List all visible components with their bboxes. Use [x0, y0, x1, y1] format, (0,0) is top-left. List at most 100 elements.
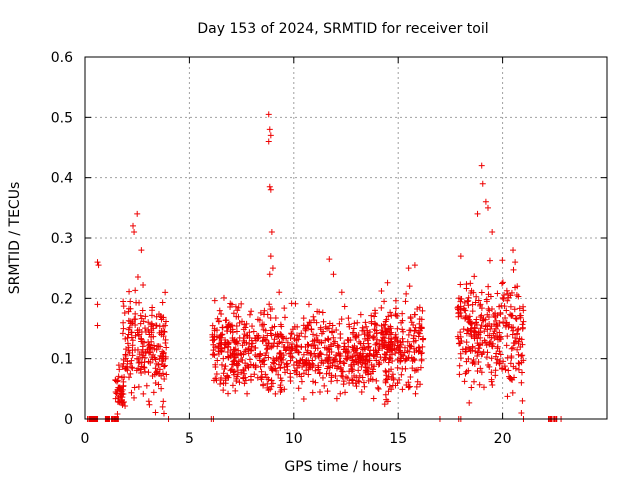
data-point: [155, 361, 162, 368]
data-point: [299, 364, 306, 371]
data-point: [281, 344, 288, 351]
data-point: [465, 294, 472, 301]
data-point: [272, 315, 279, 322]
data-point: [241, 380, 248, 387]
data-point: [155, 343, 162, 350]
data-point: [463, 339, 470, 346]
data-point: [138, 247, 145, 254]
data-point: [365, 343, 372, 350]
data-point: [502, 366, 509, 373]
y-axis-label: SRMTID / TECUs: [7, 182, 23, 295]
data-point: [356, 378, 363, 385]
data-point: [388, 375, 395, 382]
data-point: [507, 303, 514, 310]
data-point: [265, 354, 272, 361]
data-point: [508, 324, 515, 331]
data-point: [519, 325, 526, 332]
data-point: [475, 345, 482, 352]
data-point: [348, 368, 355, 375]
data-point: [510, 324, 517, 331]
data-point: [220, 370, 227, 377]
data-point: [159, 348, 166, 355]
data-point: [124, 340, 131, 347]
data-point: [392, 297, 399, 304]
data-point: [275, 355, 282, 362]
data-point: [291, 323, 298, 330]
data-point: [496, 360, 503, 367]
data-point: [514, 326, 521, 333]
data-point: [271, 357, 278, 364]
data-point: [364, 329, 371, 336]
data-point: [392, 305, 399, 312]
data-point: [302, 343, 309, 350]
data-point: [239, 318, 246, 325]
data-point: [260, 381, 267, 388]
data-point: [287, 335, 294, 342]
data-point: [150, 342, 157, 349]
data-point: [406, 348, 413, 355]
data-point: [464, 326, 471, 333]
data-point: [219, 331, 226, 338]
data-point: [338, 372, 345, 379]
data-point: [384, 279, 391, 286]
data-point: [302, 327, 309, 334]
data-point: [353, 374, 360, 381]
data-point: [403, 355, 410, 362]
data-point: [382, 379, 389, 386]
data-point: [238, 300, 245, 307]
data-point: [272, 331, 279, 338]
data-point: [357, 311, 364, 318]
data-point: [149, 307, 156, 314]
data-point: [225, 390, 232, 397]
data-point: [240, 334, 247, 341]
data-point: [324, 388, 331, 395]
data-point: [459, 346, 466, 353]
data-point: [280, 335, 287, 342]
data-point: [494, 336, 501, 343]
data-point: [150, 389, 157, 396]
data-point: [124, 334, 131, 341]
data-point: [233, 323, 240, 330]
data-point: [218, 331, 225, 338]
data-point: [369, 366, 376, 373]
data-point: [458, 296, 465, 303]
data-point: [350, 325, 357, 332]
data-point: [267, 253, 274, 260]
data-point: [394, 356, 401, 363]
data-point: [145, 369, 152, 376]
data-point: [266, 271, 273, 278]
data-point: [504, 393, 511, 400]
data-point: [382, 356, 389, 363]
data-point: [232, 303, 239, 310]
data-point: [381, 401, 388, 408]
data-point: [119, 386, 126, 393]
y-tick-label: 0.4: [51, 171, 73, 187]
data-point: [235, 347, 242, 354]
data-point: [295, 362, 302, 369]
data-point: [135, 355, 142, 362]
data-point: [145, 398, 152, 405]
data-point: [275, 371, 282, 378]
data-point: [389, 358, 396, 365]
data-point: [257, 350, 264, 357]
data-point: [375, 385, 382, 392]
data-point: [379, 345, 386, 352]
data-point: [235, 313, 242, 320]
data-point: [504, 333, 511, 340]
data-point: [503, 320, 510, 327]
data-point: [309, 389, 316, 396]
data-point: [158, 372, 165, 379]
data-point: [122, 352, 129, 359]
data-point: [455, 309, 462, 316]
data-point: [354, 345, 361, 352]
data-point: [418, 357, 425, 364]
data-point: [373, 348, 380, 355]
data-point: [159, 299, 166, 306]
data-point: [319, 374, 326, 381]
data-point: [398, 351, 405, 358]
data-point: [120, 319, 127, 326]
data-point: [388, 386, 395, 393]
data-point: [328, 348, 335, 355]
gridlines: [85, 57, 607, 419]
data-point: [293, 359, 300, 366]
